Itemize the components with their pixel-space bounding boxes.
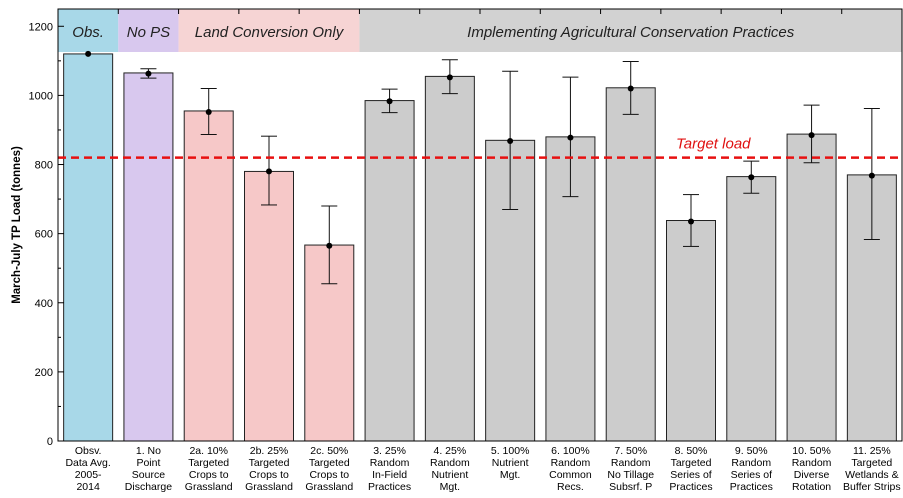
data-point <box>326 242 333 249</box>
band-0 <box>58 9 119 52</box>
band-label: No PS <box>127 24 170 41</box>
x-tick-label: 9. 50% Random Series of Practices <box>730 445 773 493</box>
data-point <box>627 85 634 92</box>
x-tick-label: 8. 50% Targeted Series of Practices <box>669 445 712 493</box>
x-tick-label: 11. 25% Targeted Wetlands & Buffer Strips <box>843 445 901 493</box>
x-tick-label: 2b. 25% Targeted Crops to Grassland <box>245 445 293 493</box>
y-axis-label: March-July TP Load (tonnes) <box>11 146 23 304</box>
x-tick-label: 4. 25% Random Nutrient Mgt. <box>430 445 470 493</box>
bar <box>605 87 656 442</box>
y-tick-label: 800 <box>35 160 53 172</box>
bar <box>63 53 114 442</box>
data-point <box>145 70 152 77</box>
x-tick-label: Obsv. Data Avg. 2005-2014 <box>65 445 110 493</box>
data-point <box>266 168 272 175</box>
y-tick-label: 0 <box>47 436 53 448</box>
bar <box>364 100 415 442</box>
error-bars <box>85 50 880 285</box>
x-tick-label: 2a. 10% Targeted Crops to Grassland <box>185 445 233 493</box>
bar <box>123 72 174 442</box>
y-tick-label: 200 <box>35 367 53 379</box>
x-tick-label: 7. 50% Random No Tillage Subsrf. P <box>607 445 654 493</box>
data-point <box>567 134 574 141</box>
bar <box>726 176 777 442</box>
x-tick-label: 6. 100% Random Common Recs. <box>549 445 592 493</box>
bar <box>183 110 234 442</box>
x-tick-labels: Obsv. Data Avg. 2005-2014 1. No Point Source D… <box>65 445 900 493</box>
y-tick-label: 1200 <box>29 21 53 33</box>
y-tick-label: 600 <box>35 229 53 241</box>
band-label: Land Conversion Only <box>195 24 345 41</box>
bar <box>786 133 837 442</box>
x-tick-label: 1. No Point Source Discharge <box>125 445 172 493</box>
bar <box>424 75 475 442</box>
x-tick-label: 5. 100% Nutrient Mgt. <box>491 445 530 481</box>
x-tick-label: 10. 50% Random Diverse Rotation <box>792 445 832 493</box>
y-tick-label: 1000 <box>29 90 53 102</box>
data-point <box>386 98 393 105</box>
x-tick-label: 3. 25% Random In-Field Practices <box>368 445 411 493</box>
data-point <box>748 174 755 181</box>
bar <box>666 220 716 442</box>
data-point <box>808 132 815 139</box>
target-label: Target load <box>676 136 751 153</box>
data-point <box>868 172 875 179</box>
band-1 <box>118 9 179 52</box>
band-label: Implementing Agricultural Conservation P… <box>467 24 795 41</box>
data-point <box>85 50 92 57</box>
y-axis: 0 200 400 600 800 1000 1200 <box>29 9 903 448</box>
category-bands: Obs. No PS Land Conversion Only Implementin… <box>58 9 902 52</box>
plot-frame <box>57 8 903 442</box>
data-point <box>507 138 514 145</box>
data-point <box>205 108 212 115</box>
band-label: Obs. <box>72 24 104 41</box>
data-point <box>446 74 453 81</box>
band-3 <box>359 9 902 52</box>
band-2 <box>178 9 360 52</box>
bars <box>63 53 897 442</box>
data-point <box>688 218 694 225</box>
y-tick-label: 400 <box>35 298 53 310</box>
bar <box>244 170 294 442</box>
x-tick-label: 2c. 50% Targeted Crops to Grassland <box>305 445 353 493</box>
